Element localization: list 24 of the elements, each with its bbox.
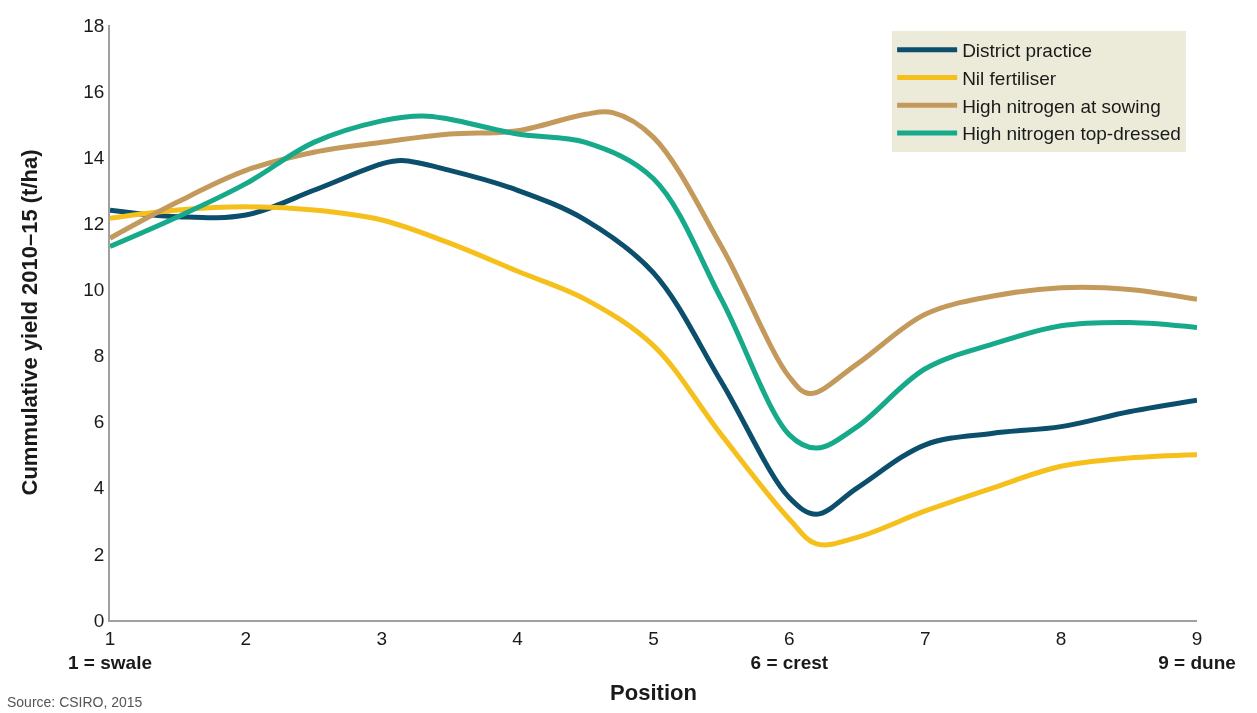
legend-label: High nitrogen top-dressed bbox=[962, 123, 1181, 145]
y-tick-label: 18 bbox=[83, 14, 105, 36]
y-tick-label: 8 bbox=[93, 345, 105, 367]
legend-label: Nil fertiliser bbox=[962, 67, 1057, 89]
source-note: Source: CSIRO, 2015 bbox=[7, 694, 143, 710]
x-tick-label: 3 bbox=[376, 627, 388, 649]
y-tick-label: 10 bbox=[83, 279, 105, 301]
y-tick-label: 6 bbox=[93, 411, 105, 433]
x-tick-label: 2 bbox=[240, 627, 252, 649]
x-tick-label: 5 bbox=[648, 627, 659, 649]
legend-label: District practice bbox=[962, 40, 1092, 62]
x-tick-label: 4 bbox=[512, 627, 524, 649]
x-tick-label: 8 bbox=[1055, 627, 1067, 649]
x-axis-title: Position bbox=[610, 679, 697, 705]
legend-label: High nitrogen at sowing bbox=[962, 95, 1161, 117]
y-tick-label: 14 bbox=[83, 146, 105, 168]
y-tick-label: 16 bbox=[83, 80, 105, 102]
y-axis-title: Cummulative yield 2010–15 (t/ha) bbox=[16, 149, 42, 496]
y-tick-label: 2 bbox=[93, 543, 105, 565]
y-tick-label: 4 bbox=[93, 477, 105, 499]
y-tick-label: 12 bbox=[83, 212, 105, 234]
x-tick-label: 6 6 = crest bbox=[750, 627, 829, 674]
x-tick-label: 7 bbox=[919, 627, 931, 649]
x-tick-label: 9 9 = dune bbox=[1158, 627, 1236, 674]
